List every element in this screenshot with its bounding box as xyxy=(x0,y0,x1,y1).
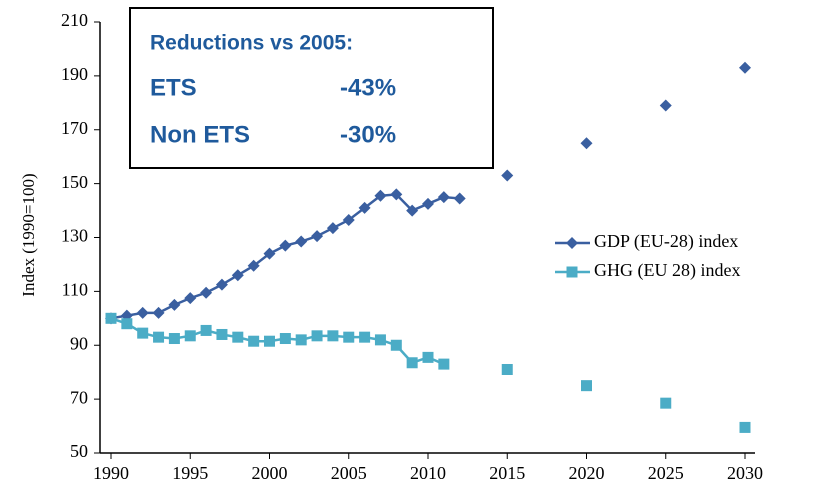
point xyxy=(168,333,180,345)
point xyxy=(406,357,418,369)
projection-point xyxy=(581,380,592,392)
x-tick-label: 2005 xyxy=(331,463,367,483)
projection-point xyxy=(501,363,513,375)
point xyxy=(215,278,228,291)
point xyxy=(263,247,276,260)
x-tick-label: 2000 xyxy=(252,463,288,483)
legend-marker xyxy=(566,266,578,278)
point xyxy=(121,318,133,330)
point xyxy=(358,201,371,214)
annotation-label: Non ETS xyxy=(150,121,250,148)
point xyxy=(311,330,323,342)
y-tick-label: 130 xyxy=(61,226,88,246)
point xyxy=(374,334,386,346)
annotation-value: -30% xyxy=(340,121,396,148)
point xyxy=(390,188,403,201)
legend-marker xyxy=(566,237,578,249)
y-tick-label: 50 xyxy=(70,441,88,461)
point xyxy=(200,286,213,299)
projection-point xyxy=(739,421,751,433)
point xyxy=(406,204,419,217)
point xyxy=(342,213,355,226)
y-tick-label: 70 xyxy=(70,387,88,407)
point xyxy=(343,331,355,343)
point xyxy=(168,298,181,311)
legend-label: GHG (EU 28) index xyxy=(594,260,740,281)
y-tick-label: 110 xyxy=(62,280,88,300)
point xyxy=(216,328,228,340)
point xyxy=(248,335,260,347)
projection-point xyxy=(580,137,593,150)
point xyxy=(453,192,466,205)
point xyxy=(153,331,165,343)
point xyxy=(422,351,434,363)
point xyxy=(295,334,307,346)
point xyxy=(327,330,339,342)
point xyxy=(374,189,387,202)
y-tick-label: 210 xyxy=(61,10,88,30)
point xyxy=(264,335,275,347)
point xyxy=(295,235,308,248)
y-tick-label: 170 xyxy=(61,118,88,138)
point xyxy=(390,339,402,351)
y-tick-label: 90 xyxy=(70,333,88,353)
y-tick-label: 150 xyxy=(61,172,88,192)
series-line xyxy=(110,193,460,320)
x-tick-label: 2020 xyxy=(569,463,605,483)
y-tick-label: 190 xyxy=(61,64,88,84)
projection-point xyxy=(659,99,672,112)
projection-point xyxy=(501,169,514,182)
point xyxy=(184,292,197,305)
point xyxy=(184,330,196,342)
point xyxy=(200,324,212,336)
annotation-title: Reductions vs 2005: xyxy=(150,32,353,55)
point xyxy=(437,191,450,204)
x-tick-label: 2030 xyxy=(727,463,763,483)
x-tick-label: 1990 xyxy=(93,463,129,483)
point xyxy=(438,358,450,370)
point xyxy=(232,331,244,343)
y-axis-label: Index (1990=100) xyxy=(19,173,38,296)
x-tick-label: 2025 xyxy=(648,463,684,483)
projection-point xyxy=(739,61,751,74)
point xyxy=(359,331,371,343)
point xyxy=(279,333,291,345)
annotation-value: -43% xyxy=(340,74,396,101)
annotation-box xyxy=(129,7,494,169)
x-tick-label: 2015 xyxy=(489,463,525,483)
x-tick-label: 2010 xyxy=(410,463,446,483)
point xyxy=(311,230,324,243)
projection-point xyxy=(660,397,672,409)
x-tick-label: 1995 xyxy=(172,463,208,483)
series-line xyxy=(110,317,445,366)
point xyxy=(137,327,149,339)
point xyxy=(105,312,117,324)
point xyxy=(152,306,165,319)
point xyxy=(231,269,244,282)
point xyxy=(279,239,292,252)
point xyxy=(422,197,434,210)
point xyxy=(136,306,149,319)
annotation-label: ETS xyxy=(150,74,197,101)
point xyxy=(247,259,260,272)
legend-label: GDP (EU-28) index xyxy=(594,231,738,252)
point xyxy=(326,222,339,235)
